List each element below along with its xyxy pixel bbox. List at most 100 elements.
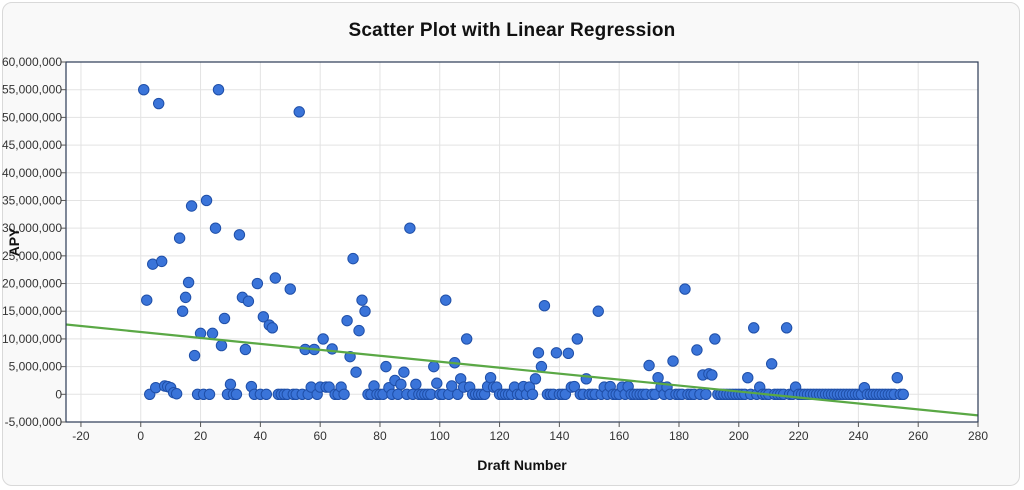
data-point [269, 272, 282, 284]
data-point [652, 371, 664, 384]
x-tick-label: -20 [72, 429, 90, 443]
data-point [215, 339, 228, 352]
y-tick-label: 35,000,000 [2, 193, 62, 207]
data-point [338, 388, 350, 401]
y-tick-label: -5,000,000 [5, 415, 63, 429]
x-tick-label: 240 [848, 429, 868, 443]
data-point [568, 380, 581, 393]
x-axis: -20 0 20 40 60 80 100 120 140 160 180 200 220 240 260 2… [72, 422, 988, 443]
x-tick-label: 100 [430, 429, 450, 443]
data-point [559, 388, 572, 401]
y-tick-label: 40,000,000 [2, 166, 62, 180]
x-tick-label: 60 [313, 429, 327, 443]
x-tick-label: 280 [968, 429, 988, 443]
y-tick-label: 0 [55, 387, 62, 401]
data-point [359, 305, 371, 317]
data-point [179, 291, 192, 304]
data-point [404, 222, 416, 234]
data-point [643, 359, 655, 372]
plot-frame [65, 61, 979, 423]
data-point [452, 388, 464, 401]
data-point [897, 388, 909, 401]
data-point [410, 378, 422, 391]
y-axis-label: APY [6, 227, 22, 256]
data-point [317, 333, 329, 345]
y-tick-label: 30,000,000 [2, 221, 62, 235]
data-point [526, 388, 539, 401]
data-point [460, 333, 473, 345]
data-point [350, 366, 362, 378]
data-point [780, 322, 793, 334]
data-point [679, 283, 691, 295]
data-point [230, 388, 243, 401]
regression-line [66, 323, 978, 417]
x-tick-label: 40 [254, 429, 268, 443]
data-point [765, 358, 778, 370]
data-point [224, 378, 237, 391]
data-point [529, 373, 542, 385]
data-point [284, 283, 296, 295]
data-point [592, 305, 604, 317]
data-point [709, 333, 721, 345]
regression-line-group [66, 323, 978, 417]
y-tick-label: 50,000,000 [2, 110, 62, 124]
data-point [667, 355, 679, 367]
data-point [212, 83, 225, 96]
y-tick-label: 15,000,000 [2, 304, 62, 318]
x-axis-label: Draft Number [477, 457, 567, 473]
data-point [182, 276, 195, 289]
data-point [341, 314, 353, 327]
data-point [200, 194, 213, 207]
x-tick-label: 200 [729, 429, 749, 443]
x-tick-label: 180 [669, 429, 689, 443]
y-tick-label: 25,000,000 [2, 249, 62, 263]
x-tick-label: 80 [373, 429, 387, 443]
data-point [257, 311, 270, 323]
data-point [242, 295, 255, 307]
plot-area [66, 62, 978, 422]
data-point [446, 380, 458, 392]
data-point [431, 377, 443, 389]
data-point [691, 344, 703, 356]
data-point [398, 366, 410, 378]
data-point [138, 83, 150, 96]
data-point [356, 294, 368, 306]
data-point [233, 229, 246, 241]
x-tick-label: 0 [137, 429, 144, 443]
data-point [428, 360, 440, 373]
data-point [209, 222, 222, 234]
data-point [206, 327, 219, 340]
data-point [395, 378, 407, 391]
data-point [188, 349, 201, 362]
data-point [251, 277, 264, 290]
data-point [176, 305, 189, 317]
y-axis: -5,000,000 0 5,000,000 10,000,000 15,000,000… [2, 55, 66, 429]
x-tick-label: 260 [908, 429, 928, 443]
data-point [535, 360, 548, 373]
data-point [380, 360, 392, 373]
data-point [706, 369, 718, 381]
data-point [440, 294, 452, 306]
data-point [571, 333, 584, 345]
y-tick-label: 55,000,000 [2, 83, 62, 97]
y-tick-label: 60,000,000 [2, 55, 62, 69]
data-point [141, 294, 153, 306]
data-point [742, 371, 754, 384]
x-tick-label: 120 [490, 429, 510, 443]
data-point [562, 347, 575, 360]
y-tick-label: 5,000,000 [9, 360, 63, 374]
data-point [293, 106, 305, 118]
data-point [532, 347, 545, 359]
chart-title: Scatter Plot with Linear Regression [348, 20, 676, 41]
data-point [347, 252, 359, 265]
data-point [155, 255, 168, 268]
data-point [323, 381, 335, 393]
y-tick-label: 20,000,000 [2, 277, 62, 291]
data-point [218, 312, 231, 325]
data-points [138, 83, 909, 401]
x-tick-label: 160 [609, 429, 629, 443]
x-tick-label: 20 [194, 429, 208, 443]
data-point [173, 232, 186, 244]
data-point [484, 371, 497, 384]
data-point [170, 388, 183, 400]
